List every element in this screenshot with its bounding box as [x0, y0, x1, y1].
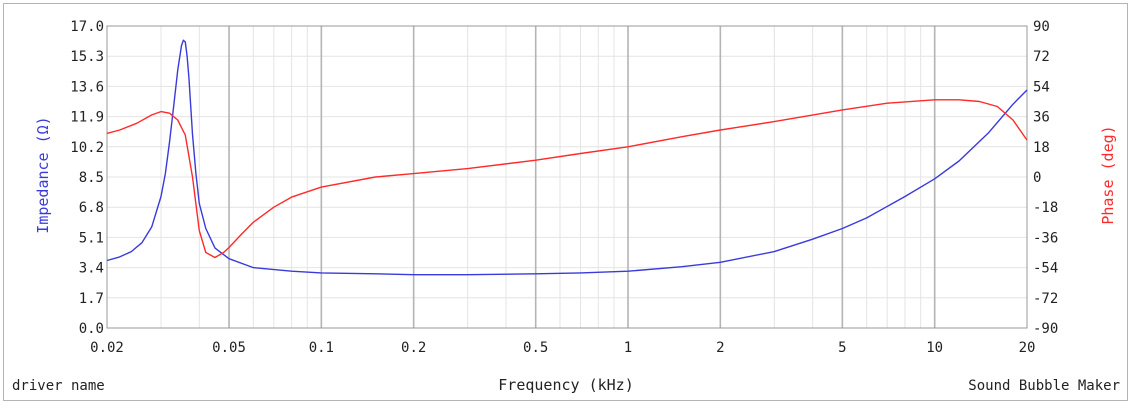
- left-tick-label: 1.7: [79, 291, 104, 307]
- major-grid: [228, 26, 936, 328]
- x-tick-label: 1: [624, 340, 632, 356]
- x-tick-label: 0.02: [90, 340, 124, 356]
- right-tick-label: -72: [1033, 291, 1058, 307]
- x-tick-label: 0.1: [309, 340, 334, 356]
- right-tick-label: -18: [1033, 200, 1058, 216]
- left-axis-ticks: 0.0 1.7 3.4 5.1 6.8 8.5 10.2 11.9 13.6 15.3 17.0: [70, 19, 104, 337]
- x-tick-label: 0.05: [212, 340, 246, 356]
- plot-area-border: [106, 25, 1028, 329]
- x-tick-label: 2: [716, 340, 724, 356]
- right-tick-label: 72: [1033, 49, 1050, 65]
- left-axis-label: Impedance (Ω): [34, 116, 52, 233]
- left-tick-label: 0.0: [79, 321, 104, 337]
- right-tick-label: -54: [1033, 261, 1058, 277]
- left-tick-label: 13.6: [70, 79, 104, 95]
- x-tick-label: 10: [926, 340, 943, 356]
- left-tick-label: 6.8: [79, 200, 104, 216]
- left-tick-label: 11.9: [70, 110, 104, 126]
- right-tick-label: 36: [1033, 110, 1050, 126]
- left-tick-label: 15.3: [70, 49, 104, 65]
- chart-frame: [3, 3, 1128, 401]
- x-tick-label: 5: [838, 340, 846, 356]
- left-tick-label: 10.2: [70, 140, 104, 156]
- x-tick-label: 0.2: [401, 340, 426, 356]
- right-tick-label: 18: [1033, 140, 1050, 156]
- x-axis-ticks: 0.02 0.05 0.1 0.2 0.5 1 2 5 10 20: [90, 340, 1035, 356]
- right-tick-label: 90: [1033, 19, 1050, 35]
- left-tick-label: 3.4: [79, 261, 104, 277]
- right-tick-label: -36: [1033, 230, 1058, 246]
- footer-brand: Sound Bubble Maker: [968, 378, 1120, 394]
- impedance-line: [106, 39, 1028, 276]
- right-tick-label: 54: [1033, 79, 1050, 95]
- x-tick-label: 0.5: [523, 340, 548, 356]
- right-axis-ticks: -90 -72 -54 -36 -18 0 18 36 54 72 90: [1033, 19, 1058, 337]
- x-axis-label: Frequency (kHz): [498, 376, 633, 394]
- series-layer: [106, 39, 1028, 276]
- x-tick-label: 20: [1019, 340, 1036, 356]
- right-axis-label: Phase (deg): [1099, 125, 1117, 224]
- right-tick-label: -90: [1033, 321, 1058, 337]
- footer-driver-name: driver name: [12, 378, 105, 394]
- left-tick-label: 5.1: [79, 230, 104, 246]
- right-tick-label: 0: [1033, 170, 1041, 186]
- left-tick-label: 17.0: [70, 19, 104, 35]
- minor-grid: [107, 26, 1027, 328]
- left-tick-label: 8.5: [79, 170, 104, 186]
- phase-line: [106, 99, 1028, 259]
